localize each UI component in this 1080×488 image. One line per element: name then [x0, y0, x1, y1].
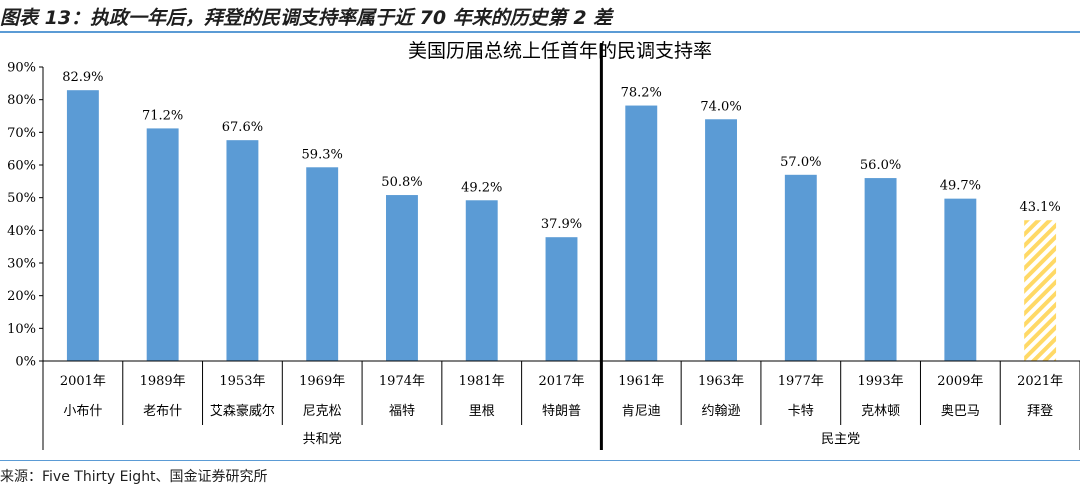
- data-label: 82.9%: [62, 70, 103, 85]
- data-label: 37.9%: [541, 217, 582, 232]
- president-label: 奥巴马: [941, 404, 980, 419]
- y-tick-label: 60%: [7, 159, 36, 174]
- president-label: 小布什: [63, 404, 102, 419]
- data-label: 50.8%: [381, 175, 422, 190]
- source-note: 来源：Five Thirty Eight、国金证券研究所: [0, 469, 268, 485]
- y-tick-label: 10%: [7, 322, 36, 337]
- data-label: 56.0%: [860, 158, 901, 173]
- bar: [146, 128, 179, 361]
- year-label: 1977年: [778, 374, 824, 389]
- y-tick-label: 0%: [15, 355, 36, 370]
- bar: [944, 198, 977, 361]
- data-label: 43.1%: [1019, 200, 1060, 215]
- data-label: 71.2%: [142, 108, 183, 123]
- president-label: 老布什: [143, 404, 182, 419]
- data-label: 59.3%: [302, 147, 343, 162]
- bar: [864, 178, 897, 361]
- president-label: 克林顿: [861, 404, 900, 419]
- year-label: 2009年: [937, 374, 983, 389]
- year-label: 1969年: [299, 374, 345, 389]
- party-label: 共和党: [303, 432, 342, 447]
- y-tick-label: 30%: [7, 257, 36, 272]
- president-label: 福特: [389, 404, 415, 419]
- footer-rule: [0, 460, 1080, 461]
- year-label: 1981年: [459, 374, 505, 389]
- year-label: 2021年: [1017, 374, 1063, 389]
- y-tick-label: 90%: [7, 61, 36, 76]
- year-label: 2001年: [60, 374, 106, 389]
- data-label: 49.7%: [940, 179, 981, 194]
- president-label: 尼克松: [303, 404, 342, 419]
- figure-caption: 图表 13：执政一年后，拜登的民调支持率属于近 70 年来的历史第 2 差: [0, 7, 613, 29]
- bar: [625, 105, 658, 362]
- president-label: 约翰逊: [702, 404, 741, 419]
- data-label: 49.2%: [461, 180, 502, 195]
- bar: [545, 237, 578, 361]
- data-label: 67.6%: [222, 120, 263, 135]
- bars: [66, 90, 1057, 362]
- data-labels: 82.9% 71.2% 67.6% 59.3% 50.8% 49.2% 37.9% 78.2%…: [62, 70, 1061, 232]
- year-label: 1961年: [618, 374, 664, 389]
- year-label: 1989年: [140, 374, 186, 389]
- data-label: 57.0%: [780, 155, 821, 170]
- bar: [705, 119, 737, 362]
- y-tick-label: 40%: [7, 224, 36, 239]
- year-label: 1963年: [698, 374, 744, 389]
- bar: [1024, 220, 1057, 361]
- bar: [386, 195, 418, 361]
- bar: [784, 174, 817, 361]
- party-label: 民主党: [821, 432, 860, 447]
- president-label: 里根: [469, 404, 495, 419]
- president-label: 艾森豪威尔: [210, 403, 275, 419]
- year-label: 1953年: [219, 374, 265, 389]
- figure-header: 图表 13：执政一年后，拜登的民调支持率属于近 70 年来的历史第 2 差: [0, 0, 1080, 30]
- year-label: 1993年: [858, 374, 904, 389]
- y-tick-label: 70%: [7, 126, 36, 141]
- data-label: 78.2%: [621, 86, 662, 101]
- president-label: 特朗普: [542, 404, 581, 419]
- chart-title: 美国历届总统上任首年的民调支持率: [408, 40, 712, 62]
- data-label: 74.0%: [700, 99, 741, 114]
- bar: [306, 167, 339, 361]
- bar: [226, 140, 259, 361]
- year-label: 1974年: [379, 374, 425, 389]
- year-label: 2017年: [538, 374, 584, 389]
- bar-chart: 美国历届总统上任首年的民调支持率 0% 10% 20% 30% 40% 50% 60% 70%…: [7, 40, 1080, 450]
- y-tick-label: 50%: [7, 191, 36, 206]
- y-tick-label: 80%: [7, 93, 36, 108]
- president-label: 卡特: [788, 404, 814, 419]
- header-rule: [0, 31, 1080, 33]
- y-tick-label: 20%: [7, 289, 36, 304]
- president-label: 拜登: [1027, 404, 1053, 419]
- president-label: 肯尼迪: [622, 404, 661, 419]
- bar: [465, 200, 498, 361]
- bar: [66, 90, 99, 362]
